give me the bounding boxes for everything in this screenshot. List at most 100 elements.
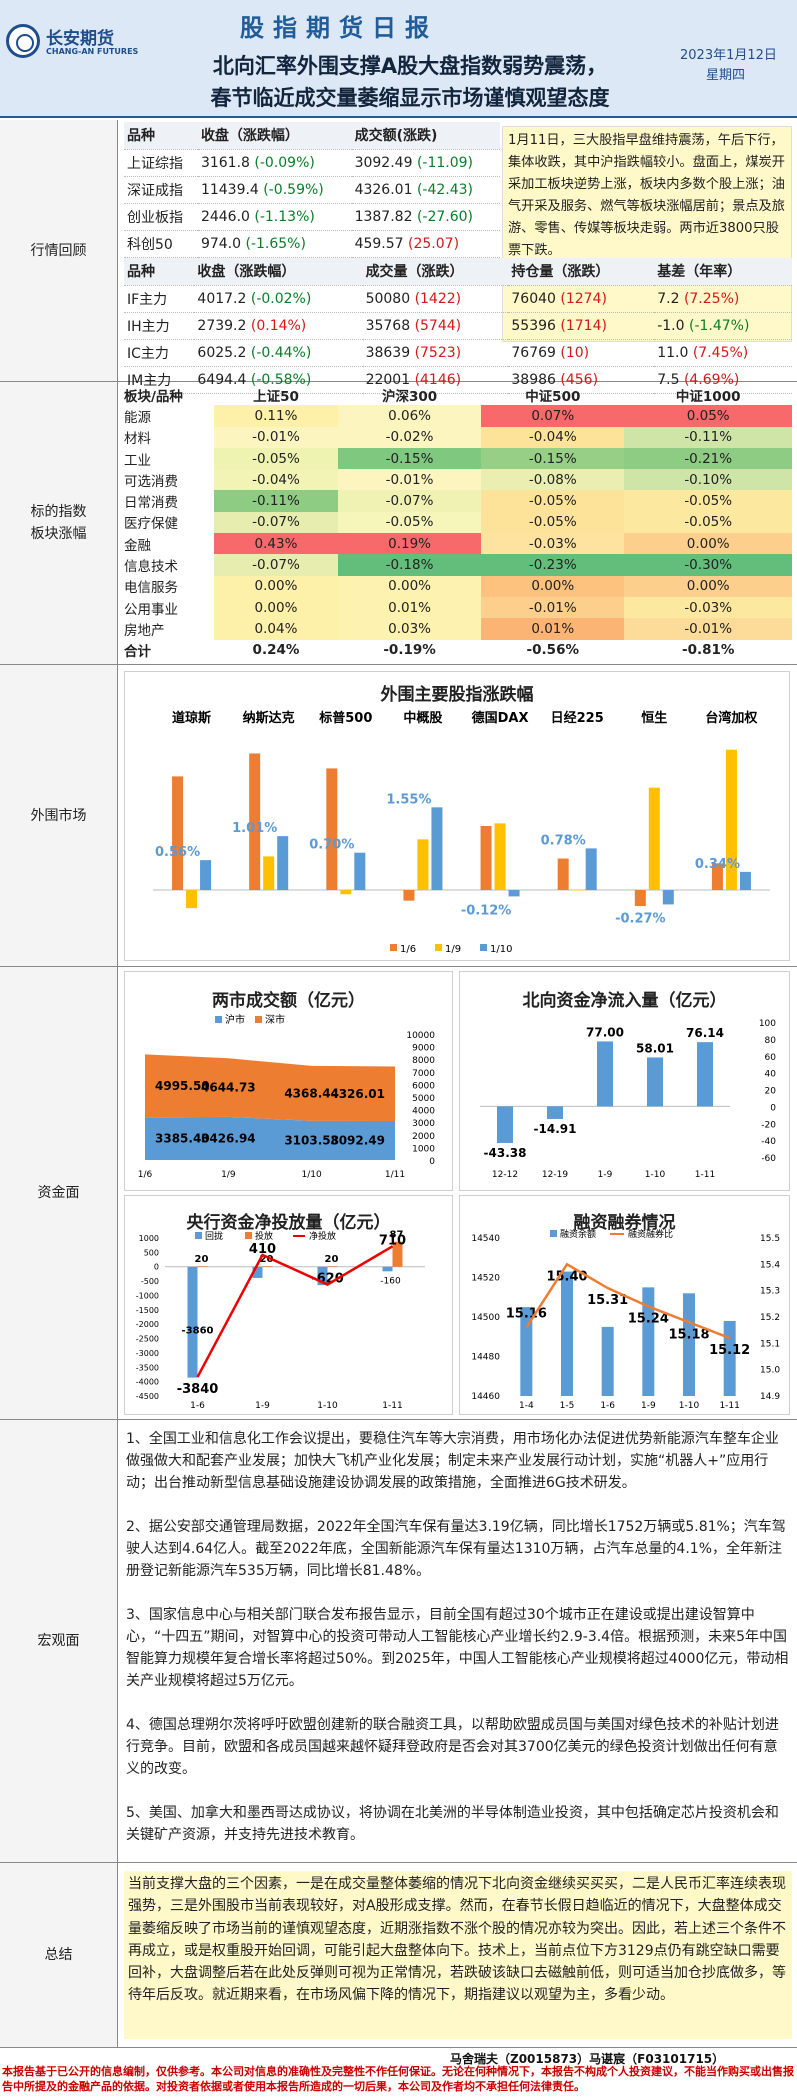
line-series xyxy=(525,1262,731,1340)
future-name: IC主力 xyxy=(124,339,195,367)
col-header: 品种 xyxy=(124,258,195,286)
tick-label: -500 xyxy=(141,1277,159,1286)
sector-cell: 0.00% xyxy=(214,575,338,597)
legend-swatch xyxy=(480,944,487,951)
table-row: IH主力 2739.2 (0.14%) 35768 (5744) 55396 (171… xyxy=(124,312,792,340)
col-header: 板块/品种 xyxy=(124,388,183,405)
bar xyxy=(340,890,352,895)
data-label: 3385.40 xyxy=(155,1132,210,1146)
tick-label: -1000 xyxy=(136,1291,159,1300)
sector-cell: 0.00% xyxy=(214,596,338,619)
sector-cell: -0.05% xyxy=(337,511,482,534)
future-change: (7.25%) xyxy=(683,290,740,307)
tick-label: 0 xyxy=(429,1157,435,1167)
future-value: 38986 xyxy=(511,371,556,388)
index-amount: 1387.82 xyxy=(354,208,413,225)
tick-label: 15.2 xyxy=(760,1313,780,1323)
logo-text-cn: 长安期货 xyxy=(46,29,114,49)
section-label-macro: 宏观面 xyxy=(0,1420,118,1862)
tick-label: -60 xyxy=(761,1154,776,1164)
report-header: 长安期货 CHANG-AN FUTURES 股指期货日报 北向汇率外围支撑A股大… xyxy=(0,0,797,118)
category-label: 道琼斯 xyxy=(172,710,211,726)
future-change: (7.45%) xyxy=(692,344,749,361)
fund-section: 资金面 两市成交额（亿元） 0 1000 2000 3000 4000 5000 6000 7… xyxy=(0,967,797,1420)
category-label: 日经225 xyxy=(551,710,604,726)
tick-label: 14480 xyxy=(471,1353,500,1363)
data-label: -160 xyxy=(380,1276,401,1286)
future-change: (-0.44%) xyxy=(250,344,312,361)
section-label-summary: 总结 xyxy=(0,1863,118,2047)
index-amount-cell: 459.57 (25.07) xyxy=(351,230,500,258)
bar xyxy=(597,1041,613,1107)
index-name: 创业板指 xyxy=(124,203,198,231)
index-amount-change: (-42.43) xyxy=(416,181,473,198)
future-value: 7.2 xyxy=(657,290,680,307)
section-label-fund: 资金面 xyxy=(0,967,118,1419)
bar xyxy=(431,807,443,890)
index-amount-change: (-27.60) xyxy=(416,208,473,225)
table-row: IM主力 6494.4 (-0.58%) 22001 (4146) 38986 (45… xyxy=(124,366,792,394)
sector-cell: -0.15% xyxy=(337,447,482,470)
table-row: 能源 0.11% 0.06% 0.07% 0.05% xyxy=(124,405,792,427)
sector-cell: 0.06% xyxy=(337,405,482,427)
legend-label: 融资余额 xyxy=(560,1228,596,1240)
tick-label: 1-10 xyxy=(317,1401,338,1411)
sector-cell: -0.01% xyxy=(214,426,338,448)
bar xyxy=(697,1042,713,1107)
tick-label: 500 xyxy=(144,1248,159,1257)
index-close: 11439.4 xyxy=(200,181,259,198)
sector-cell: -0.01% xyxy=(481,596,625,619)
col-header: 收盘（涨跌幅） xyxy=(194,258,363,286)
tick-label: 10000 xyxy=(406,1031,435,1041)
legend-swatch xyxy=(550,1230,557,1237)
sector-cell: 0.04% xyxy=(214,618,338,640)
tick-label: 8000 xyxy=(412,1056,435,1066)
data-label: -3860 xyxy=(182,1326,214,1337)
future-cell: 7.5 (4.69%) xyxy=(654,366,792,394)
data-label: 410 xyxy=(249,1242,276,1257)
sector-cell: -0.05% xyxy=(481,511,625,534)
future-name: IF主力 xyxy=(124,285,195,313)
section-label-global: 外围市场 xyxy=(0,665,118,966)
turnover-chart-panel: 两市成交额（亿元） 0 1000 2000 3000 4000 5000 6000 7000 8… xyxy=(124,971,453,1191)
category-label: 恒生 xyxy=(641,710,667,726)
tick-label: 1-4 xyxy=(519,1401,534,1411)
tick-label: 100 xyxy=(759,1019,776,1029)
data-label: 15.12 xyxy=(709,1343,750,1358)
tick-label: -2500 xyxy=(136,1335,159,1344)
sector-cell: -0.07% xyxy=(214,554,338,576)
future-cell: 55396 (1714) xyxy=(508,312,655,340)
tick-label: 1-10 xyxy=(679,1401,700,1411)
sector-cell: -0.10% xyxy=(624,469,792,491)
future-value: 50080 xyxy=(365,290,411,307)
sector-name: 能源 xyxy=(124,409,151,426)
future-cell: 38639 (7523) xyxy=(362,339,509,367)
future-value: 11.0 xyxy=(657,344,689,361)
tick-label: 1-6 xyxy=(600,1401,615,1411)
bar xyxy=(403,890,415,901)
future-value: 76769 xyxy=(511,344,556,361)
tick-label: -3000 xyxy=(136,1349,159,1358)
tick-label: 2000 xyxy=(412,1132,435,1142)
tick-label: 4000 xyxy=(412,1107,435,1117)
category-label: 台湾加权 xyxy=(705,710,758,726)
future-value: 6025.2 xyxy=(197,344,247,361)
future-change: (1714) xyxy=(560,317,607,334)
sector-cell: -0.05% xyxy=(214,447,338,470)
sector-cell: 0.00% xyxy=(481,575,625,597)
bar xyxy=(561,1271,573,1396)
data-label: 15.18 xyxy=(668,1327,709,1342)
margin-chart-panel: 融资融券情况 14540 14520 14500 14480 14460 15.5 15.4… xyxy=(459,1195,790,1415)
sector-name: 工业 xyxy=(124,452,151,469)
total-cell: -0.19% xyxy=(383,642,436,659)
col-header: 持仓量（涨跌） xyxy=(508,258,655,286)
index-amount: 3092.49 xyxy=(354,154,413,171)
table-row: 上证综指 3161.8 (-0.09%) 3092.49 (-11.09) xyxy=(124,149,500,177)
tick-label: 0 xyxy=(770,1103,776,1113)
index-close-cell: 3161.8 (-0.09%) xyxy=(197,149,352,177)
future-change: (10) xyxy=(560,344,590,361)
tick-label: 14520 xyxy=(471,1274,500,1284)
tick-label: -1500 xyxy=(136,1306,159,1315)
macro-item: 4、德国总理朔尔茨将呼吁欧盟创建新的联合融资工具，以帮助欧盟成员国与美国对绿色技… xyxy=(126,1717,779,1777)
bar xyxy=(508,890,520,897)
